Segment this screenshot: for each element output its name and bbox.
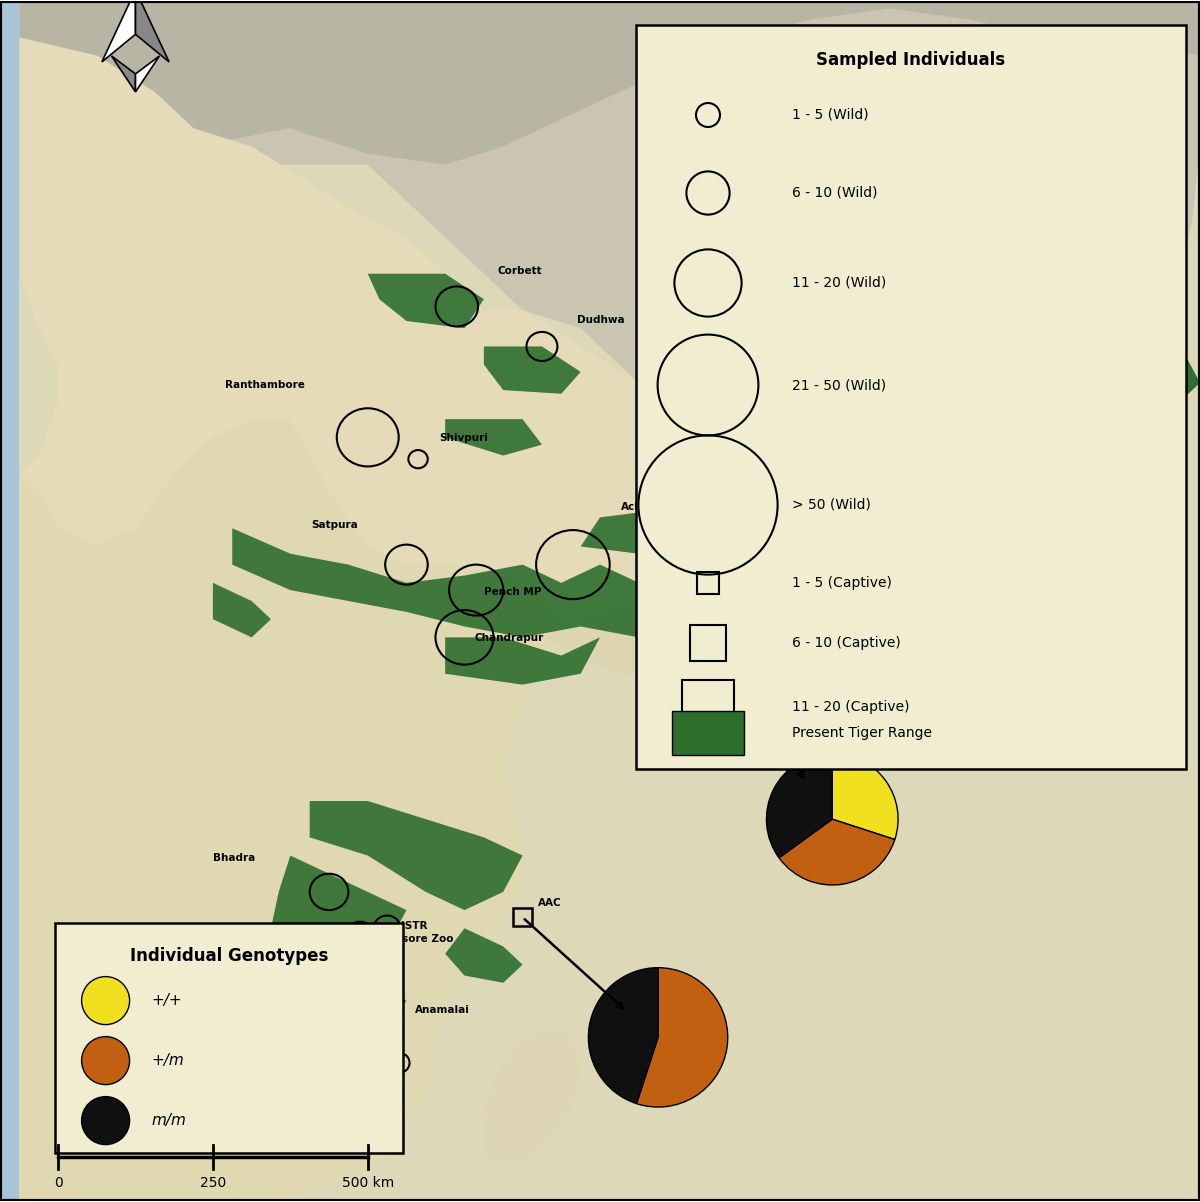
Text: Dibang: Dibang xyxy=(1134,326,1175,337)
Polygon shape xyxy=(484,1027,581,1165)
Polygon shape xyxy=(736,565,833,619)
Circle shape xyxy=(82,1096,130,1144)
Polygon shape xyxy=(833,382,910,430)
Text: Present Tiger Range: Present Tiger Range xyxy=(792,726,932,740)
Text: Achanakmar: Achanakmar xyxy=(622,502,695,512)
Text: +/m: +/m xyxy=(151,1053,184,1069)
Polygon shape xyxy=(271,856,407,1001)
Text: Chandrapur: Chandrapur xyxy=(474,632,544,643)
Polygon shape xyxy=(1084,310,1181,346)
Text: Lalgarh: Lalgarh xyxy=(782,500,827,510)
Text: Ranthambore: Ranthambore xyxy=(224,380,305,391)
Text: 6 - 10 (Wild): 6 - 10 (Wild) xyxy=(792,186,877,200)
Polygon shape xyxy=(484,346,581,394)
Polygon shape xyxy=(890,328,1200,438)
Text: NSTR: NSTR xyxy=(396,921,427,932)
Text: 0: 0 xyxy=(54,1177,62,1190)
Wedge shape xyxy=(878,674,988,743)
Text: 250: 250 xyxy=(199,1177,226,1190)
Polygon shape xyxy=(581,510,678,554)
Polygon shape xyxy=(329,965,407,1019)
Text: Valmiki: Valmiki xyxy=(718,345,761,356)
Polygon shape xyxy=(233,528,716,637)
Text: Dudhwa: Dudhwa xyxy=(577,315,624,325)
Wedge shape xyxy=(871,626,929,713)
Polygon shape xyxy=(948,401,1045,445)
Bar xyxy=(636,25,1186,769)
Text: Similipal: Similipal xyxy=(676,546,727,555)
Text: +/+: +/+ xyxy=(151,993,182,1008)
Text: Sunderban: Sunderban xyxy=(880,543,943,553)
Polygon shape xyxy=(19,419,562,1201)
Polygon shape xyxy=(1045,346,1181,401)
Text: 500 km: 500 km xyxy=(342,1177,394,1190)
Polygon shape xyxy=(19,1,1200,409)
Polygon shape xyxy=(542,456,988,674)
Text: 11 - 20 (Wild): 11 - 20 (Wild) xyxy=(792,276,887,290)
Text: 1 - 5 (Captive): 1 - 5 (Captive) xyxy=(792,576,892,590)
Text: Palamau: Palamau xyxy=(690,484,740,495)
Text: > 50 (Wild): > 50 (Wild) xyxy=(792,498,871,512)
Polygon shape xyxy=(638,371,1064,438)
Polygon shape xyxy=(19,1,1200,1201)
Text: Sampled Individuals: Sampled Individuals xyxy=(816,52,1006,70)
Text: 11 - 20 (Captive): 11 - 20 (Captive) xyxy=(792,700,910,714)
Text: NKB: NKB xyxy=(751,600,776,611)
Text: Bhadra: Bhadra xyxy=(212,852,256,863)
Text: AAC: AAC xyxy=(539,898,562,909)
Polygon shape xyxy=(136,0,169,63)
Text: Anamalai: Anamalai xyxy=(415,1005,470,1014)
Wedge shape xyxy=(588,968,658,1103)
Polygon shape xyxy=(1026,401,1122,445)
Circle shape xyxy=(82,976,130,1024)
Polygon shape xyxy=(212,583,271,637)
Text: Pench MP: Pench MP xyxy=(484,588,541,597)
Wedge shape xyxy=(779,820,895,885)
Bar xyxy=(672,712,744,755)
Bar xyxy=(697,572,719,594)
Wedge shape xyxy=(833,754,898,839)
Polygon shape xyxy=(290,1001,388,1091)
Text: Satpura: Satpura xyxy=(312,520,359,530)
Polygon shape xyxy=(367,274,484,328)
Polygon shape xyxy=(136,56,160,91)
Polygon shape xyxy=(445,637,600,685)
Polygon shape xyxy=(102,0,136,63)
Text: Pakke: Pakke xyxy=(923,361,959,370)
Polygon shape xyxy=(19,37,948,619)
Bar xyxy=(726,611,745,629)
Polygon shape xyxy=(19,1,1200,37)
Bar xyxy=(364,932,379,946)
Text: 21 - 50 (Wild): 21 - 50 (Wild) xyxy=(792,377,886,392)
Text: Corbett: Corbett xyxy=(498,266,542,275)
Polygon shape xyxy=(19,1,1200,165)
Text: Shivpuri: Shivpuri xyxy=(439,433,488,442)
Text: Mysore Zoo: Mysore Zoo xyxy=(385,934,454,945)
Bar xyxy=(682,680,734,733)
Polygon shape xyxy=(310,801,522,910)
Text: Individual Genotypes: Individual Genotypes xyxy=(130,947,329,964)
Text: 6 - 10 (Captive): 6 - 10 (Captive) xyxy=(792,636,901,650)
Text: m/m: m/m xyxy=(151,1113,186,1129)
Wedge shape xyxy=(929,626,986,685)
Text: KMTR: KMTR xyxy=(332,1065,366,1075)
Wedge shape xyxy=(636,968,727,1107)
Polygon shape xyxy=(112,56,136,91)
Polygon shape xyxy=(445,419,542,456)
Polygon shape xyxy=(445,928,522,983)
Circle shape xyxy=(82,1036,130,1084)
Text: Kaziranga: Kaziranga xyxy=(1056,381,1115,391)
Bar xyxy=(512,909,533,927)
Text: 1 - 5 (Wild): 1 - 5 (Wild) xyxy=(792,108,869,121)
Polygon shape xyxy=(755,528,910,590)
Wedge shape xyxy=(767,754,833,858)
Bar xyxy=(55,923,403,1153)
Bar xyxy=(690,625,726,661)
